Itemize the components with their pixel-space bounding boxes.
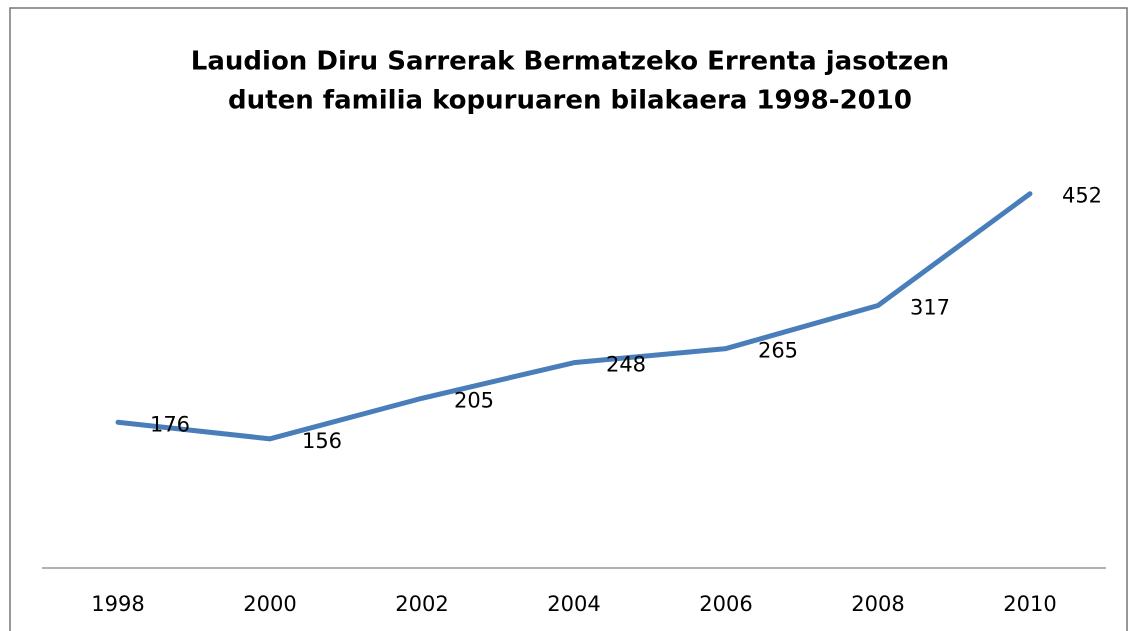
data-line (115, 191, 1033, 442)
data-label: 452 (1062, 184, 1102, 208)
chart-frame (9, 7, 1128, 631)
chart-title: Laudion Diru Sarrerak Bermatzeko Errenta… (191, 47, 949, 77)
x-tick-label: 2010 (1003, 592, 1056, 616)
x-tick-label: 2000 (243, 592, 296, 616)
x-tick-label: 1998 (91, 592, 144, 616)
data-label: 265 (758, 339, 798, 363)
chart-title: duten familia kopuruaren bilakaera 1998-… (228, 86, 912, 116)
x-tick-label: 2006 (699, 592, 752, 616)
x-tick-label: 2008 (851, 592, 904, 616)
data-label: 317 (910, 296, 950, 320)
data-label: 176 (150, 412, 190, 436)
x-tick-label: 2002 (395, 592, 448, 616)
data-label: 248 (606, 353, 646, 377)
data-label: 156 (302, 429, 342, 453)
x-tick-label: 2004 (547, 592, 600, 616)
data-label: 205 (454, 388, 494, 412)
